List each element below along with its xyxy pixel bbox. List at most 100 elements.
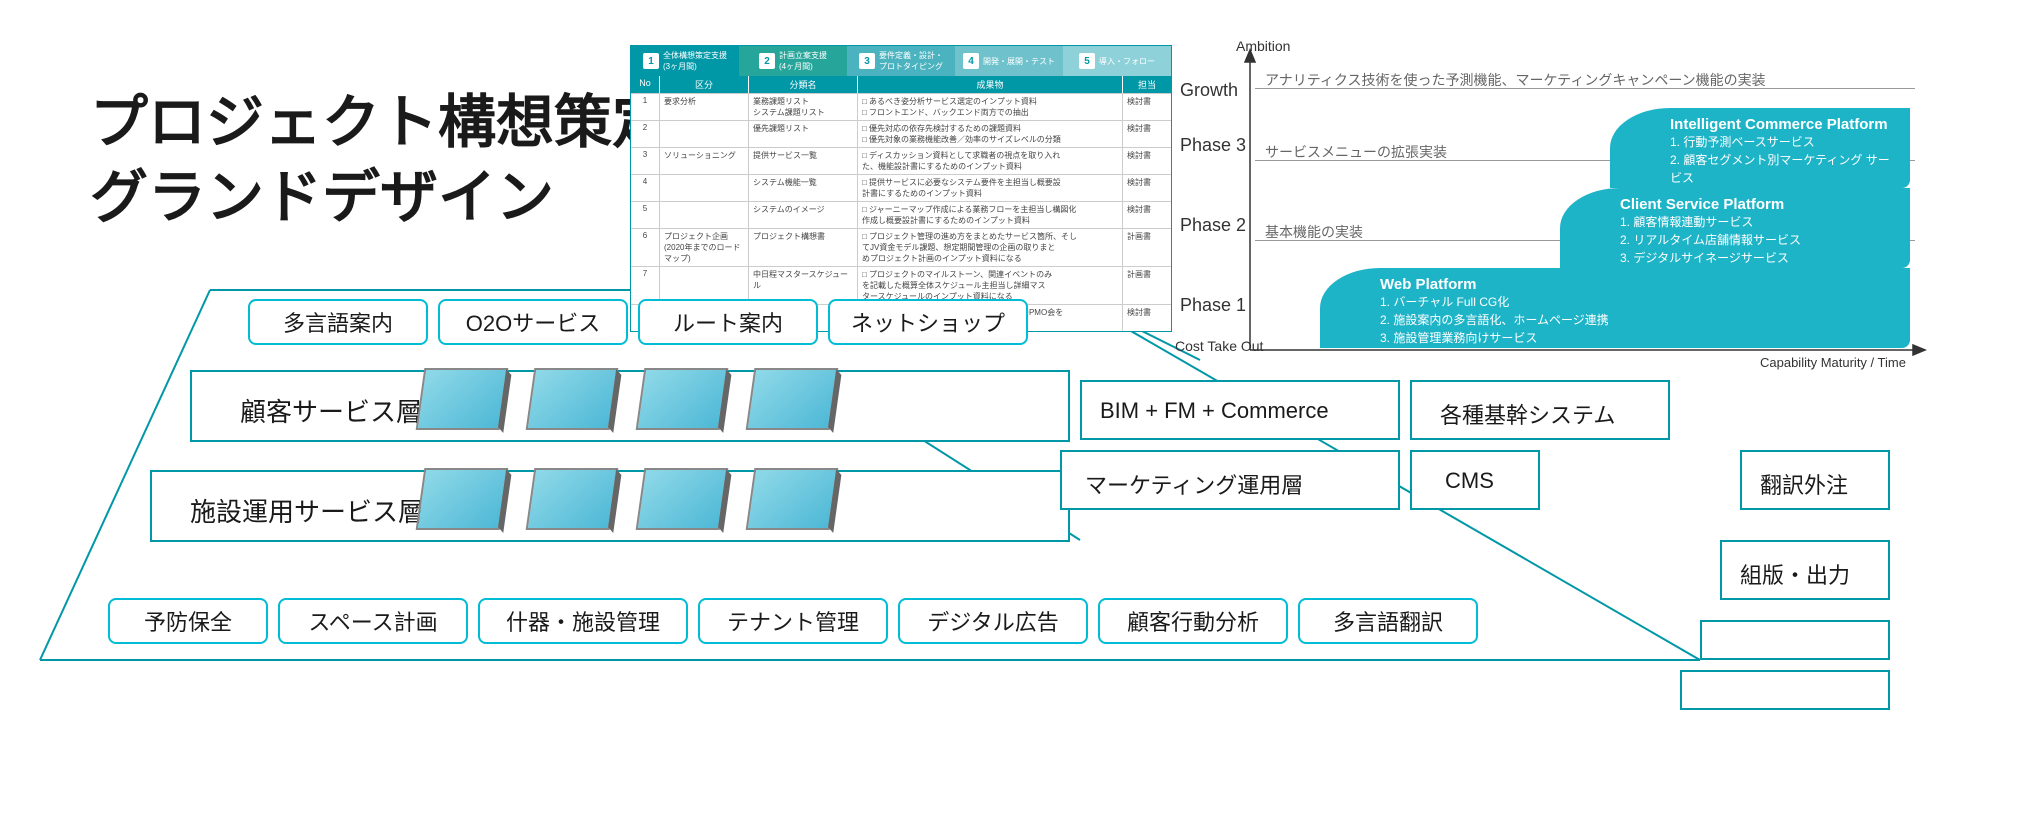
chip-ルート案内: ルート案内 <box>638 299 818 345</box>
table-header-tabs: 1全体構想策定支援 (3ヶ月間)2計画立案支援 (4ヶ月間)3要件定義・設計・ … <box>631 46 1171 76</box>
table-col: No <box>631 76 660 93</box>
table-tab: 3要件定義・設計・ プロトタイピング <box>847 46 955 76</box>
wave-item: 1. 行動予測ベースサービス <box>1670 133 1898 151</box>
table-cell: 検討書 <box>1123 148 1171 174</box>
table-cell: 検討書 <box>1123 94 1171 120</box>
table-col: 担当 <box>1123 76 1171 93</box>
table-row: 4 システム機能一覧□ 提供サービスに必要なシステム要件を主担当し概要設 計書にす… <box>631 174 1171 201</box>
phase-note: サービスメニューの拡張実装 <box>1265 142 1447 162</box>
screen-icon <box>746 368 839 430</box>
table-cell: 計画書 <box>1123 267 1171 304</box>
wave-Client Service Platform: Client Service Platform1. 顧客情報連動サービス2. リ… <box>1560 188 1910 268</box>
screen-icon <box>636 468 729 530</box>
table-cell: システム機能一覧 <box>749 175 858 201</box>
table-cell: 計画書 <box>1123 229 1171 266</box>
chip-テナント管理: テナント管理 <box>698 598 888 644</box>
table-col: 区分 <box>660 76 749 93</box>
table-cell: 2 <box>631 121 660 147</box>
phase-label: Phase 3 <box>1180 135 1246 156</box>
extra-box <box>1700 620 1890 660</box>
diagram-stage: プロジェクト構想策定・ グランドデザイン Ambition Capability… <box>0 0 2040 840</box>
table-cell: 6 <box>631 229 660 266</box>
phase-label: Growth <box>1180 80 1238 101</box>
chip-ネットショップ: ネットショップ <box>828 299 1028 345</box>
table-cell: 業務課題リスト システム課題リスト <box>749 94 858 120</box>
chip-スペース計画: スペース計画 <box>278 598 468 644</box>
table-row: 3ソリューショニング提供サービス一覧□ ディスカッション資料として求職者の視点を… <box>631 147 1171 174</box>
band-label: 顧客サービス層 <box>240 392 422 429</box>
wave-item: 1. 顧客情報連動サービス <box>1620 213 1898 231</box>
screen-icon <box>526 468 619 530</box>
screen-icon <box>636 368 729 430</box>
table-tab: 1全体構想策定支援 (3ヶ月間) <box>631 46 739 76</box>
chip-顧客行動分析: 顧客行動分析 <box>1098 598 1288 644</box>
table-cell: 優先課題リスト <box>749 121 858 147</box>
wave-item: 2. リアルタイム店舗情報サービス <box>1620 231 1898 249</box>
table-cell: 提供サービス一覧 <box>749 148 858 174</box>
screen-icon <box>416 468 509 530</box>
table-cell: □ ジャーニーマップ作成による業務フローを主担当し構図化 作成し概要設計書にする… <box>858 202 1123 228</box>
screen-icon <box>746 468 839 530</box>
table-cell: 検討書 <box>1123 202 1171 228</box>
phase-label: Phase 1 <box>1180 295 1246 316</box>
band-label: CMS <box>1445 468 1494 494</box>
table-row: 5 システムのイメージ□ ジャーニーマップ作成による業務フローを主担当し構図化 作… <box>631 201 1171 228</box>
wave-item: 3. 施設管理業務向けサービス <box>1380 329 1898 347</box>
table-tab: 4開発・展開・テスト <box>955 46 1063 76</box>
table-cell: ソリューショニング <box>660 148 749 174</box>
table-column-header: No区分分類名成果物担当 <box>631 76 1171 93</box>
chip-什器・施設管理: 什器・施設管理 <box>478 598 688 644</box>
band-label: マーケティング運用層 <box>1085 468 1303 500</box>
table-row: 1要求分析業務課題リスト システム課題リスト□ あるべき姿分析サービス選定のイン… <box>631 93 1171 120</box>
axis-x-label: Capability Maturity / Time <box>1760 355 1906 370</box>
table-cell <box>660 121 749 147</box>
table-body: 1要求分析業務課題リスト システム課題リスト□ あるべき姿分析サービス選定のイン… <box>631 93 1171 331</box>
table-cell: □ プロジェクト管理の進め方をまとめたサービス箇所、そし てJV資金モデル課題、… <box>858 229 1123 266</box>
table-cell: 5 <box>631 202 660 228</box>
phase-note: アナリティクス技術を使った予測機能、マーケティングキャンペーン機能の実装 <box>1265 70 1766 90</box>
table-col: 分類名 <box>749 76 858 93</box>
table-tab: 5導入・フォロー <box>1063 46 1171 76</box>
table-cell <box>660 175 749 201</box>
phase-label: Phase 2 <box>1180 215 1246 236</box>
table-row: 2 優先課題リスト□ 優先対応の依存先検討するための課題資料 □ 優先対象の業務機… <box>631 120 1171 147</box>
extra-box <box>1680 670 1890 710</box>
chip-予防保全: 予防保全 <box>108 598 268 644</box>
table-cell: 検討書 <box>1123 175 1171 201</box>
wave-item: 2. 顧客セグメント別マーケティング サービス <box>1670 151 1898 187</box>
table-cell: 検討書 <box>1123 305 1171 331</box>
band-label: BIM + FM + Commerce <box>1100 398 1329 424</box>
table-cell: システムのイメージ <box>749 202 858 228</box>
phase-note: 基本機能の実装 <box>1265 222 1363 242</box>
wave-title: Client Service Platform <box>1620 196 1898 213</box>
screen-icon <box>416 368 509 430</box>
wave-title: Intelligent Commerce Platform <box>1670 116 1898 133</box>
band-label: 翻訳外注 <box>1760 468 1848 500</box>
wave-item: 1. バーチャル Full CG化 <box>1380 293 1898 311</box>
band-label: 施設運用サービス層 <box>190 492 424 529</box>
table-cell <box>660 202 749 228</box>
table-cell: □ ディスカッション資料として求職者の視点を取り入れ た、機能設計書にするための… <box>858 148 1123 174</box>
table-cell: 要求分析 <box>660 94 749 120</box>
wave-Intelligent Commerce Platform: Intelligent Commerce Platform1. 行動予測ベースサ… <box>1610 108 1910 188</box>
wave-item: 2. 施設案内の多言語化、ホームページ連携 <box>1380 311 1898 329</box>
band-label: 各種基幹システム <box>1440 398 1615 430</box>
chip-多言語翻訳: 多言語翻訳 <box>1298 598 1478 644</box>
project-table: 1全体構想策定支援 (3ヶ月間)2計画立案支援 (4ヶ月間)3要件定義・設計・ … <box>630 45 1172 332</box>
wave-item: 3. デジタルサイネージサービス <box>1620 249 1898 267</box>
table-tab: 2計画立案支援 (4ヶ月間) <box>739 46 847 76</box>
table-cell: 検討書 <box>1123 121 1171 147</box>
chip-O2Oサービス: O2Oサービス <box>438 299 628 345</box>
axis-origin-label: Cost Take Out <box>1175 338 1263 354</box>
table-cell: 3 <box>631 148 660 174</box>
table-row: 6プロジェクト企画 (2020年までのロード マップ)プロジェクト構想書□ プロ… <box>631 228 1171 266</box>
table-cell: □ 優先対応の依存先検討するための課題資料 □ 優先対象の業務機能改善／効率のサ… <box>858 121 1123 147</box>
table-cell: 1 <box>631 94 660 120</box>
wave-title: Web Platform <box>1380 276 1898 293</box>
axis-y-label: Ambition <box>1236 38 1290 54</box>
table-cell: プロジェクト企画 (2020年までのロード マップ) <box>660 229 749 266</box>
table-cell: □ 提供サービスに必要なシステム要件を主担当し概要設 計書にするためのインプット… <box>858 175 1123 201</box>
table-cell: 4 <box>631 175 660 201</box>
chip-多言語案内: 多言語案内 <box>248 299 428 345</box>
table-col: 成果物 <box>858 76 1123 93</box>
